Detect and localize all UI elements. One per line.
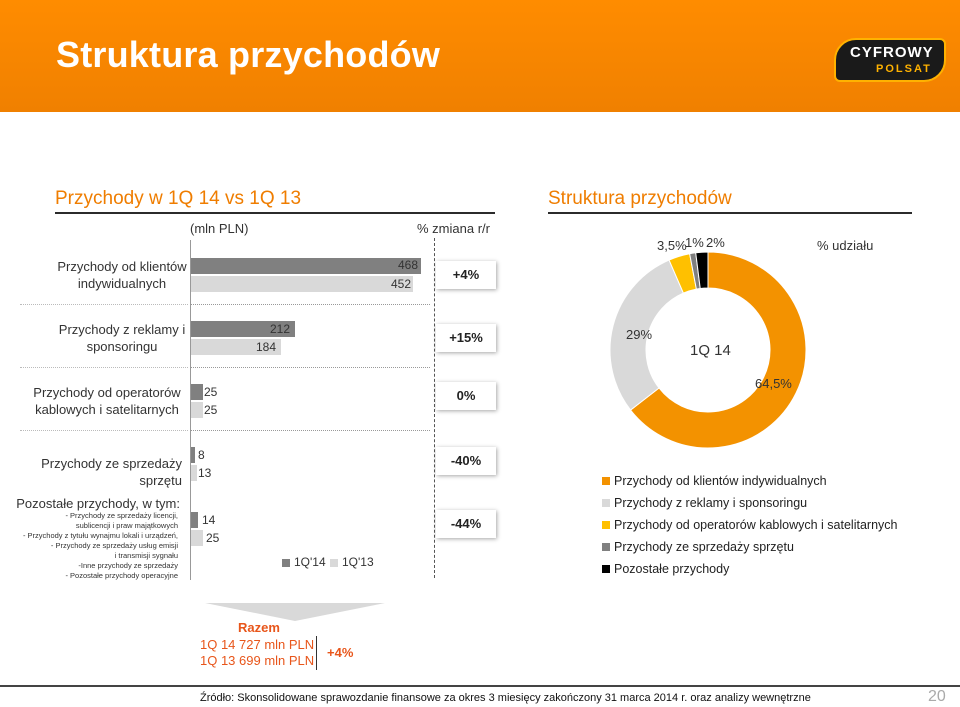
change-equipment: -40%	[436, 447, 496, 475]
bar-value-label: 468	[398, 258, 419, 272]
legend-swatch	[282, 558, 290, 567]
row-separator	[190, 430, 430, 431]
bar-1q13	[191, 402, 204, 418]
total-1q13: 1Q 13 699 mln PLN	[200, 653, 315, 668]
legend-label: Przychody z reklamy i sponsoringu	[614, 496, 808, 510]
pie-center-label: 1Q 14	[690, 342, 731, 359]
bar-1q14	[191, 512, 198, 528]
legend-label: 1Q'13	[342, 555, 374, 569]
bar-1q14	[191, 321, 296, 337]
cyfrowy-polsat-logo: CYFROWY POLSAT	[834, 38, 946, 82]
footer-rule	[0, 685, 960, 687]
legend-1q13: 1Q'13	[330, 555, 374, 569]
other-sub-line: - Przychody ze sprzedaży usług emisji	[50, 541, 178, 550]
legend-item: Przychody od klientów indywidualnych	[602, 472, 897, 494]
bar-1q14	[191, 384, 204, 400]
legend-swatch	[602, 499, 610, 507]
legend-label: 1Q'14	[294, 555, 326, 569]
change-header: % zmiana r/r	[417, 221, 490, 236]
share-header: % udziału	[817, 238, 874, 253]
legend-1q14: 1Q'14	[282, 555, 326, 569]
legend-label: Pozostałe przychody	[614, 562, 730, 576]
total-change: +4%	[327, 645, 354, 660]
legend-item: Przychody od operatorów kablowych i sate…	[602, 516, 897, 538]
change-divider	[434, 238, 435, 578]
category-label-individual: Przychody od klientów indywidualnych	[57, 259, 187, 291]
page-number: 20	[928, 688, 946, 705]
total-1q14: 1Q 14 727 mln PLN	[200, 637, 315, 652]
other-sub-line: sublicencji i praw majątkowych	[75, 521, 178, 530]
change-operators: 0%	[436, 382, 496, 410]
bar-value-label: 14	[202, 513, 216, 527]
category-label-advertising: Przychody z reklamy i sponsoringu	[58, 322, 186, 354]
bar-value-label: 184	[256, 340, 277, 354]
right-section-title: Struktura przychodów	[548, 188, 732, 209]
bar-1q14	[191, 258, 422, 274]
row-separator	[20, 367, 188, 368]
left-section-title: Przychody w 1Q 14 vs 1Q 13	[55, 188, 302, 209]
bar-1q13	[191, 465, 198, 481]
total-label: Razem	[238, 620, 280, 635]
legend-item: Pozostałe przychody	[602, 560, 897, 582]
logo-line-1: CYFROWY	[850, 44, 934, 61]
category-label-other: Pozostałe przychody, w tym:	[16, 496, 180, 511]
other-sub-line: - Przychody z tytułu wynajmu lokali i ur…	[22, 531, 178, 540]
slice-individual	[629, 251, 807, 449]
total-separator	[316, 636, 317, 670]
pie-label-2: 2%	[706, 235, 725, 250]
legend-swatch	[602, 521, 610, 529]
row-separator	[190, 367, 430, 368]
bar-axis	[190, 240, 191, 580]
slice-other	[695, 251, 709, 290]
bar-value-label: 8	[198, 448, 205, 462]
legend-label: Przychody od operatorów kablowych i sate…	[614, 518, 898, 532]
slide-title: Struktura przychodów	[56, 34, 441, 75]
bar-1q13	[191, 276, 414, 292]
other-sub-line: i transmisji sygnału	[114, 551, 178, 560]
legend-label: Przychody ze sprzedaży sprzętu	[614, 540, 794, 554]
logo-line-2: POLSAT	[876, 63, 932, 75]
row-separator	[20, 304, 188, 305]
bar-1q13	[191, 530, 204, 546]
change-individual: +4%	[436, 261, 496, 289]
category-label-equipment: Przychody ze sprzedaży sprzętu	[41, 456, 182, 488]
legend-swatch	[602, 477, 610, 485]
pie-legend: Przychody od klientów indywidualnych Prz…	[602, 472, 897, 582]
change-other: -44%	[436, 510, 496, 538]
legend-swatch	[602, 565, 610, 573]
total-arrow	[205, 603, 385, 621]
other-sub-line: -Inne przychody ze sprzedaży	[78, 561, 178, 570]
bar-value-label: 25	[204, 403, 218, 417]
unit-header: (mln PLN)	[190, 221, 249, 236]
other-sub-line: - Pozostałe przychody operacyjne	[65, 571, 178, 580]
legend-item: Przychody z reklamy i sponsoringu	[602, 494, 897, 516]
legend-item: Przychody ze sprzedaży sprzętu	[602, 538, 897, 560]
pie-label-29: 29%	[626, 327, 653, 342]
pie-label-64-5: 64,5%	[755, 376, 792, 391]
bar-1q13	[191, 339, 282, 355]
source-note: Źródło: Skonsolidowane sprawozdanie fina…	[200, 692, 811, 704]
legend-label: Przychody od klientów indywidualnych	[614, 474, 827, 488]
bar-1q14	[191, 447, 195, 463]
pie-label-1: 1%	[685, 235, 704, 250]
bar-value-label: 452	[391, 277, 412, 291]
category-label-operators: Przychody od operatorów kablowych i sate…	[33, 385, 181, 417]
row-separator	[20, 430, 188, 431]
slide-header: Struktura przychodów CYFROWY POLSAT	[0, 0, 960, 112]
other-revenue-breakdown: - Przychody ze sprzedaży licencji, subli…	[0, 511, 178, 581]
bar-value-label: 25	[204, 385, 218, 399]
legend-swatch	[330, 558, 338, 567]
bar-value-label: 212	[270, 322, 291, 336]
right-section-rule	[548, 212, 912, 214]
bar-value-label: 13	[198, 466, 212, 480]
other-sub-line: - Przychody ze sprzedaży licencji,	[65, 511, 178, 520]
bar-value-label: 25	[206, 531, 220, 545]
legend-swatch	[602, 543, 610, 551]
left-section-rule	[55, 212, 495, 214]
row-separator	[190, 304, 430, 305]
pie-label-3-5: 3,5%	[657, 238, 687, 253]
change-advertising: +15%	[436, 324, 496, 352]
